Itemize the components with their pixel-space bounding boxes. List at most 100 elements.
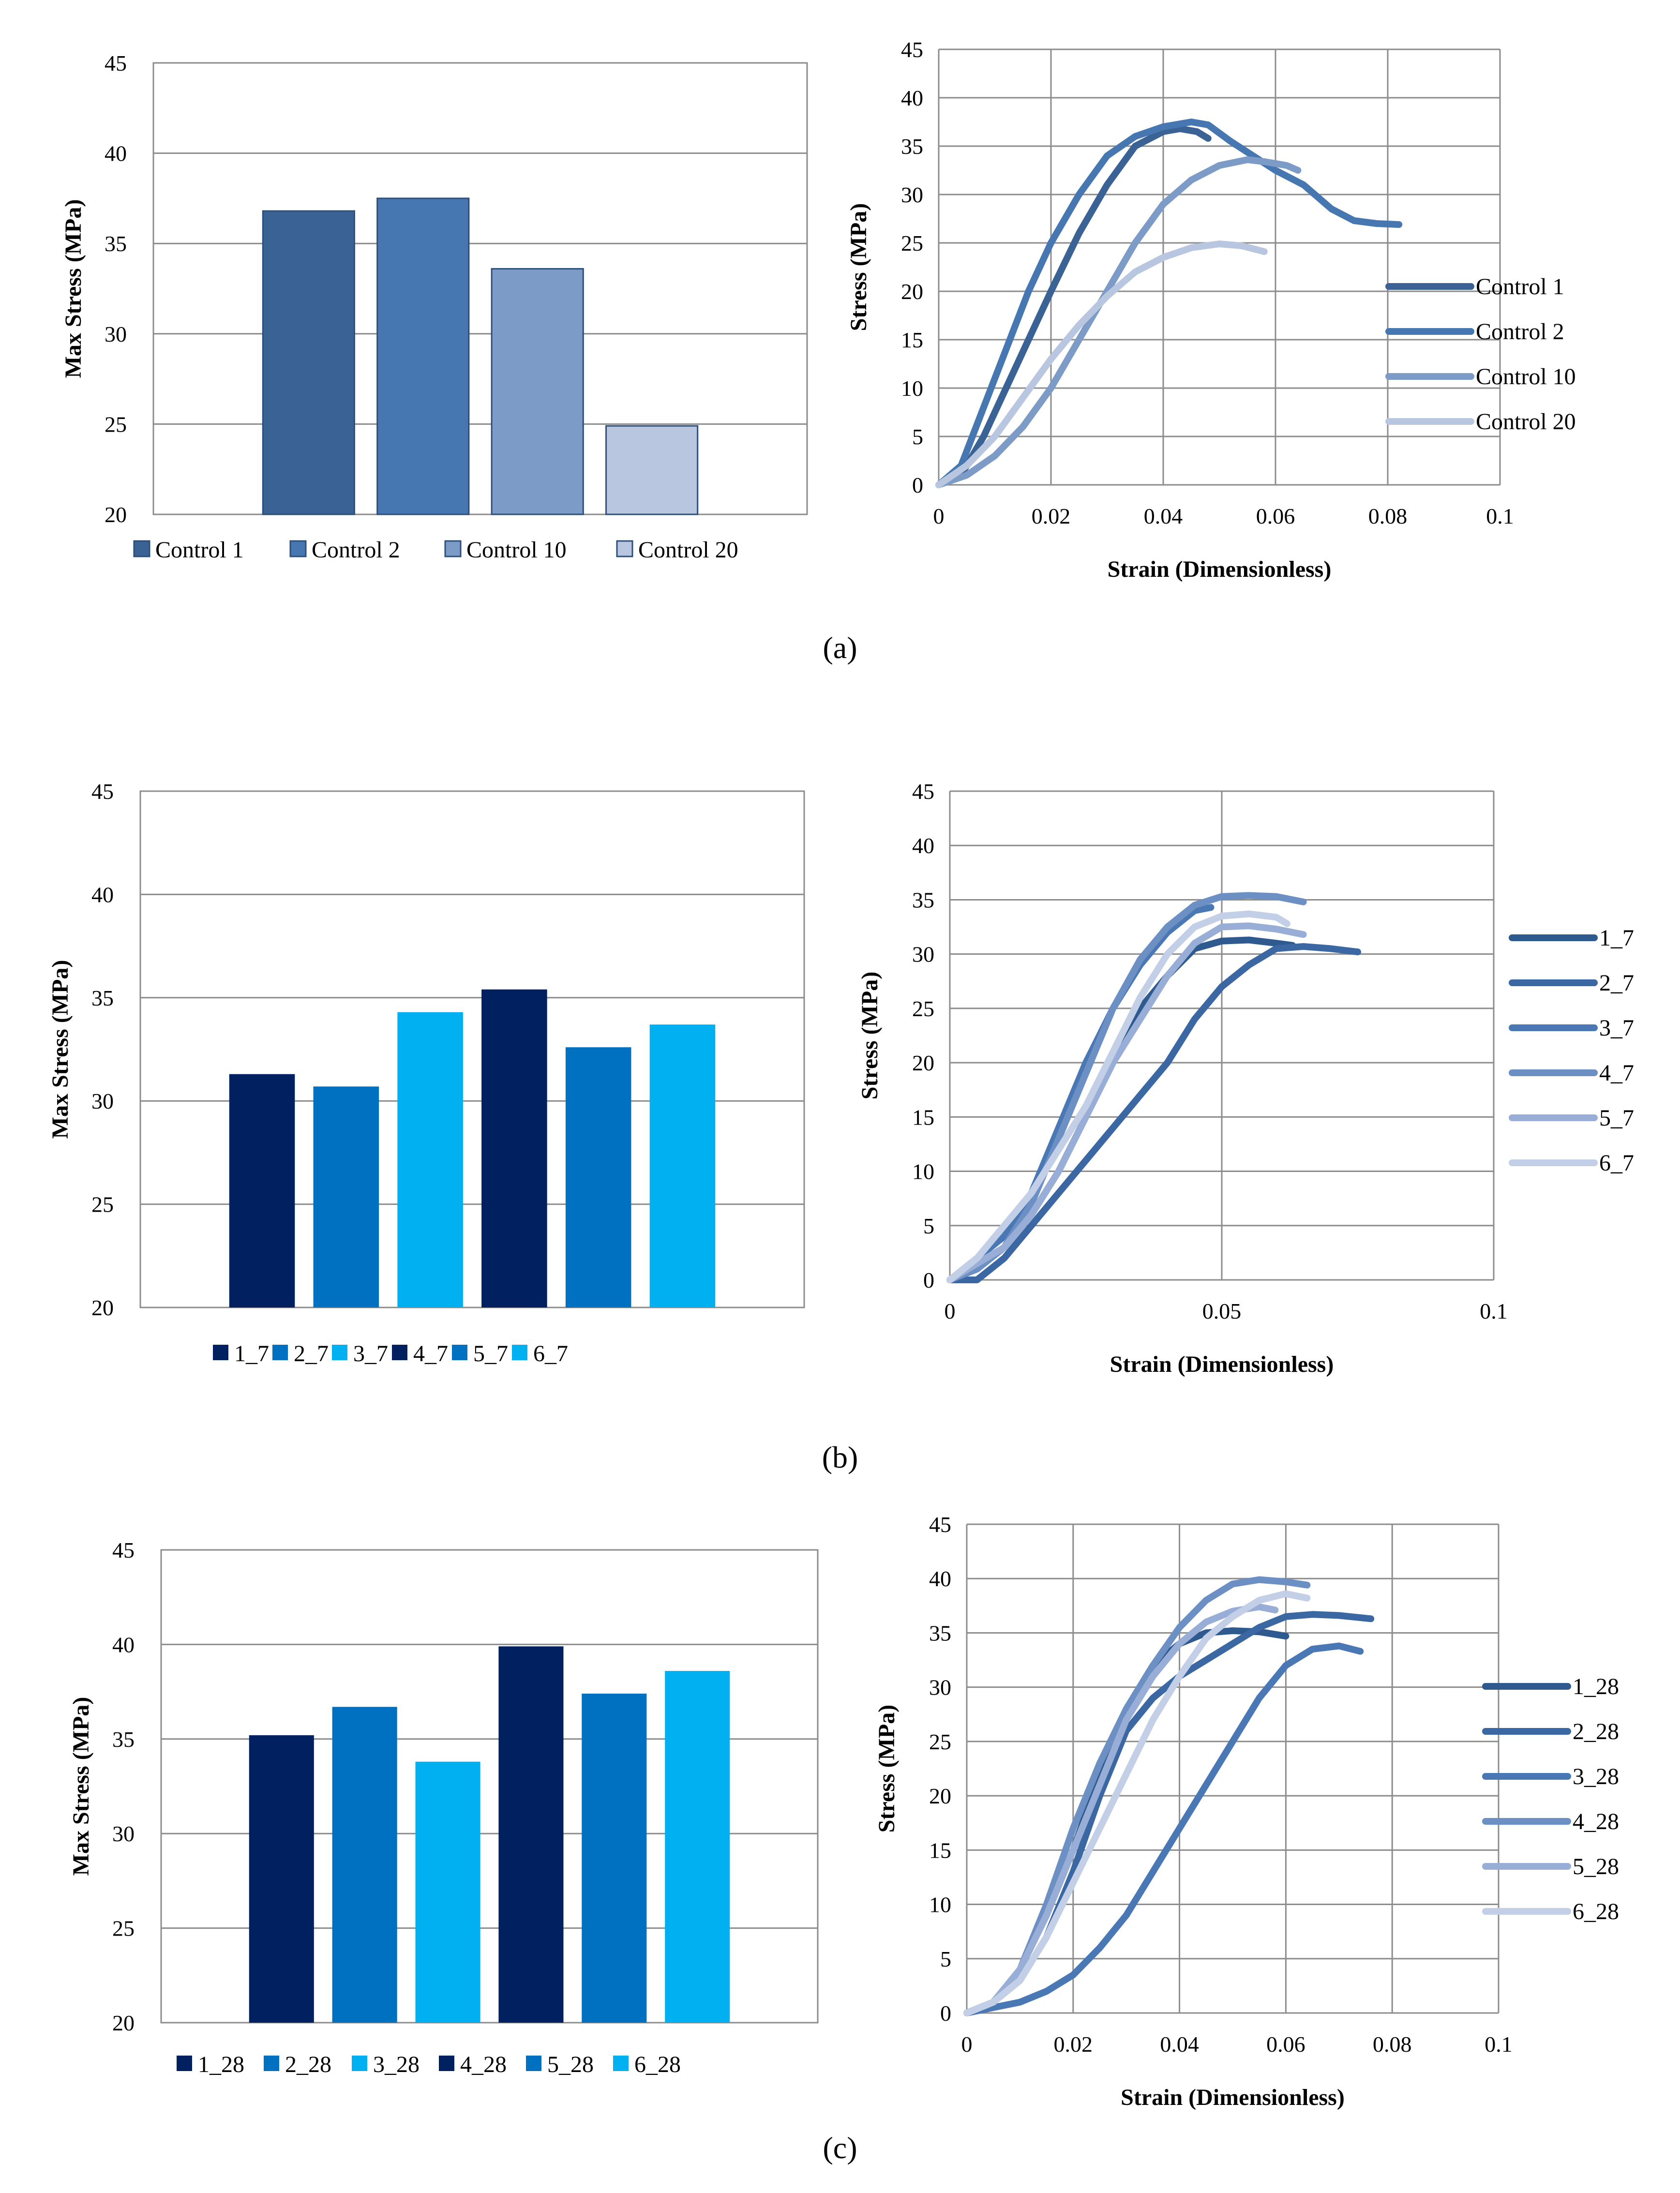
legend-label: 1_7	[1599, 925, 1634, 951]
y-tick-label: 20	[112, 2011, 135, 2035]
legend-label: 4_28	[1573, 1809, 1619, 1834]
x-tick-label: 0.05	[1202, 1299, 1242, 1323]
y-tick-label: 45	[912, 779, 934, 804]
legend-swatch	[613, 2056, 629, 2071]
y-tick-label: 25	[929, 1729, 951, 1754]
legend-swatch	[213, 1345, 228, 1360]
legend-swatch	[133, 540, 150, 557]
plot-frame	[160, 1549, 819, 2024]
bar-1_7	[229, 1074, 295, 1307]
y-tick-label: 35	[112, 1727, 135, 1752]
y-tick-label: 40	[112, 1632, 135, 1657]
bar-2_7	[313, 1086, 379, 1307]
y-tick-label: 35	[912, 887, 934, 912]
bar-6_7	[649, 1024, 716, 1307]
legend-swatch	[272, 1345, 288, 1360]
bar-3_28	[415, 1761, 480, 2023]
x-tick-label: 0	[961, 2032, 973, 2057]
x-axis-title: Strain (Dimensionless)	[1108, 556, 1332, 582]
bar-1_28	[249, 1735, 314, 2023]
y-tick-label: 30	[912, 942, 934, 967]
y-tick-label: 40	[912, 833, 934, 858]
y-tick-label: 25	[112, 1916, 135, 1941]
y-tick-label: 10	[901, 376, 923, 401]
legend-label: 3_28	[1573, 1764, 1619, 1789]
y-tick-label: 5	[912, 424, 923, 449]
bar-3_7	[397, 1012, 463, 1307]
legend-label: Control 10	[466, 537, 567, 563]
y-tick-label: 20	[929, 1784, 951, 1808]
legend-label: 3_7	[1599, 1015, 1634, 1041]
series-line-5_7	[946, 922, 1307, 1283]
legend-label: Control 2	[1476, 319, 1564, 345]
chart-a_bar: 20 25 30 35 40 45 Max Stress (MPa) Control 1 Con…	[60, 51, 808, 563]
bar-Control 2	[376, 197, 470, 515]
legend-label: 4_28	[460, 2052, 507, 2077]
legend-label: 6_7	[1599, 1150, 1634, 1176]
y-tick-label: 15	[901, 328, 923, 352]
panel-label-b: (b)	[822, 1440, 858, 1474]
y-tick-label: 0	[912, 473, 923, 497]
series-line-6_7	[946, 910, 1290, 1283]
chart-a_line: 0 5 10 15 20 25 30 35 40 45 0 0.02 0.04 0.06 0.08 0.1 St…	[846, 37, 1576, 582]
bar-5_28	[582, 1694, 647, 2023]
legend-label: 1_28	[198, 2052, 244, 2077]
legend-swatch	[264, 2056, 279, 2071]
legend-swatch	[332, 1345, 347, 1360]
legend-label: Control 2	[312, 537, 400, 563]
legend-label: Control 10	[1476, 364, 1576, 390]
y-tick-label: 40	[105, 141, 127, 166]
y-tick-label: 40	[929, 1566, 951, 1591]
x-tick-label: 0.02	[1032, 504, 1071, 528]
y-tick-label: 0	[940, 2001, 951, 2026]
y-tick-label: 0	[923, 1268, 934, 1292]
legend-swatch	[352, 2056, 367, 2071]
x-tick-label: 0.06	[1266, 2032, 1305, 2057]
series-line-Control 10	[935, 156, 1302, 488]
y-tick-label: 35	[901, 134, 923, 159]
y-axis-title: Max Stress (MPa)	[47, 960, 73, 1139]
bar-2_28	[332, 1707, 397, 2023]
y-tick-label: 40	[91, 882, 114, 907]
y-tick-label: 20	[912, 1051, 934, 1075]
y-tick-label: 15	[929, 1838, 951, 1863]
legend-swatch	[439, 2056, 454, 2071]
y-tick-label: 35	[929, 1621, 951, 1645]
bar-Control 20	[605, 425, 699, 515]
x-tick-label: 0.08	[1368, 504, 1408, 528]
legend-label: 3_7	[353, 1341, 388, 1367]
x-tick-label: 0.1	[1486, 504, 1514, 528]
bar-Control 10	[491, 268, 584, 515]
x-tick-label: 0	[945, 1299, 956, 1323]
series-line-3_7	[946, 904, 1215, 1283]
legend-swatch	[452, 1345, 467, 1360]
y-tick-label: 40	[901, 86, 923, 110]
bar-Control 1	[262, 210, 355, 515]
y-tick-label: 20	[91, 1295, 114, 1320]
series-line-6_28	[963, 1590, 1311, 2016]
legend-swatch	[616, 540, 633, 557]
bar-4_7	[481, 989, 547, 1307]
y-axis-title: Stress (MPa)	[846, 203, 871, 331]
x-tick-label: 0.1	[1480, 1299, 1508, 1323]
x-tick-label: 0.04	[1144, 504, 1183, 528]
y-axis-title: Stress (MPa)	[857, 972, 883, 1099]
y-tick-label: 45	[91, 779, 114, 804]
y-tick-label: 35	[91, 986, 114, 1010]
y-tick-label: 10	[912, 1159, 934, 1184]
legend-label: 2_7	[1599, 970, 1634, 996]
legend-label: 1_7	[234, 1341, 269, 1367]
legend-swatch	[289, 540, 307, 557]
y-tick-label: 45	[105, 51, 127, 75]
x-axis-title: Strain (Dimensionless)	[1110, 1352, 1334, 1377]
legend-label: Control 1	[1476, 274, 1564, 300]
series-line-Control 1	[935, 125, 1212, 488]
y-tick-label: 45	[901, 37, 923, 62]
y-axis-title: Stress (MPa)	[874, 1705, 900, 1833]
legend-label: 6_28	[1573, 1899, 1619, 1924]
legend-swatch	[444, 540, 462, 557]
bar-5_7	[565, 1047, 631, 1307]
legend-label: Control 20	[638, 537, 738, 563]
y-tick-label: 25	[105, 412, 127, 436]
